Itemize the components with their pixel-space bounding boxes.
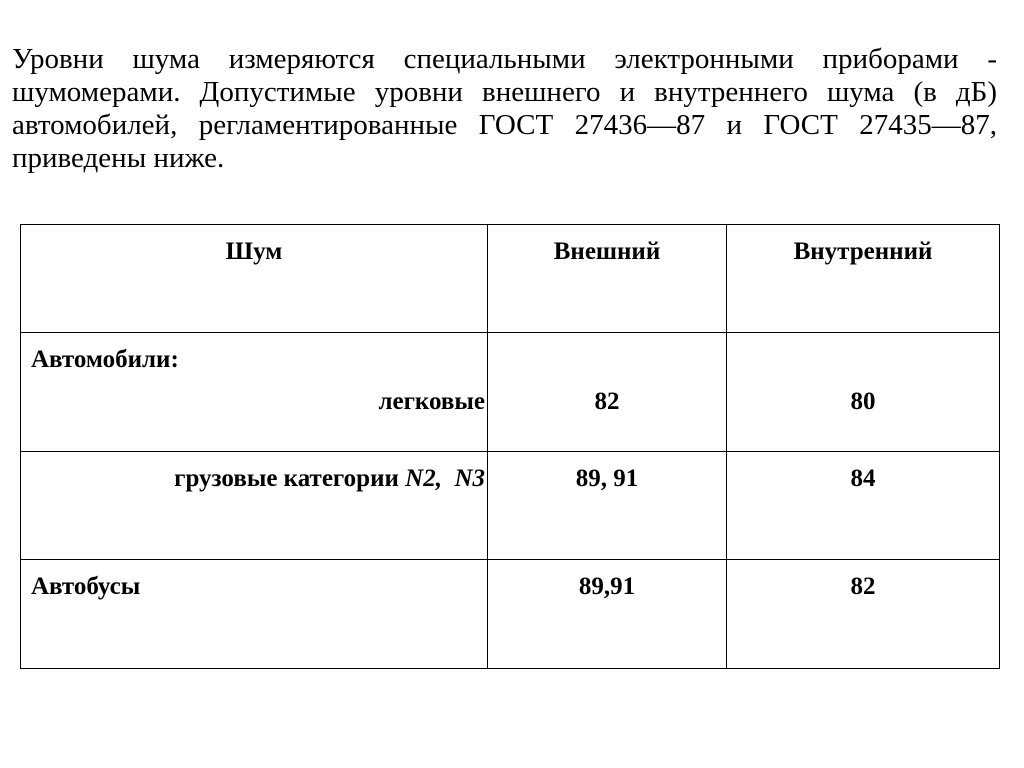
internal-value: 84 xyxy=(726,451,1000,560)
noise-table: Шум Внешний Внутренний Автомобили: легко… xyxy=(20,224,1000,669)
external-value: 89, 91 xyxy=(487,451,727,560)
header-noise: Шум xyxy=(20,224,488,333)
external-value: 89,91 xyxy=(487,559,727,669)
header-external: Внешний xyxy=(487,224,727,333)
internal-value: 82 xyxy=(726,559,1000,669)
row-label: грузовые категории xyxy=(174,465,399,492)
external-value: 82 xyxy=(487,332,727,452)
row-label-categories: N2, N3 xyxy=(405,465,485,492)
table-row: Автобусы 89,91 82 xyxy=(20,559,1000,669)
table-row: Автомобили: легковые 82 80 xyxy=(20,332,1000,452)
row-label: Автобусы xyxy=(20,559,488,669)
row-label-cell: Автомобили: легковые xyxy=(20,332,488,452)
table-header-row: Шум Внешний Внутренний xyxy=(20,224,1000,333)
header-internal: Внутренний xyxy=(726,224,1000,333)
group-label: Автомобили: xyxy=(31,346,179,373)
intro-paragraph: Уровни шума измеряются специальными элек… xyxy=(12,43,997,174)
table-row: грузовые категории N2, N3 89, 91 84 xyxy=(20,451,1000,560)
internal-value: 80 xyxy=(726,332,1000,452)
row-label-cell: грузовые категории N2, N3 xyxy=(20,451,488,560)
row-label: легковые xyxy=(378,388,485,415)
